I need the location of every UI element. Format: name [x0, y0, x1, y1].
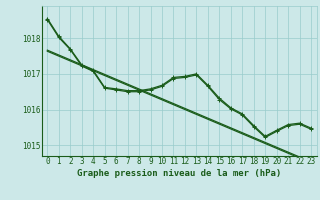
X-axis label: Graphe pression niveau de la mer (hPa): Graphe pression niveau de la mer (hPa)	[77, 169, 281, 178]
